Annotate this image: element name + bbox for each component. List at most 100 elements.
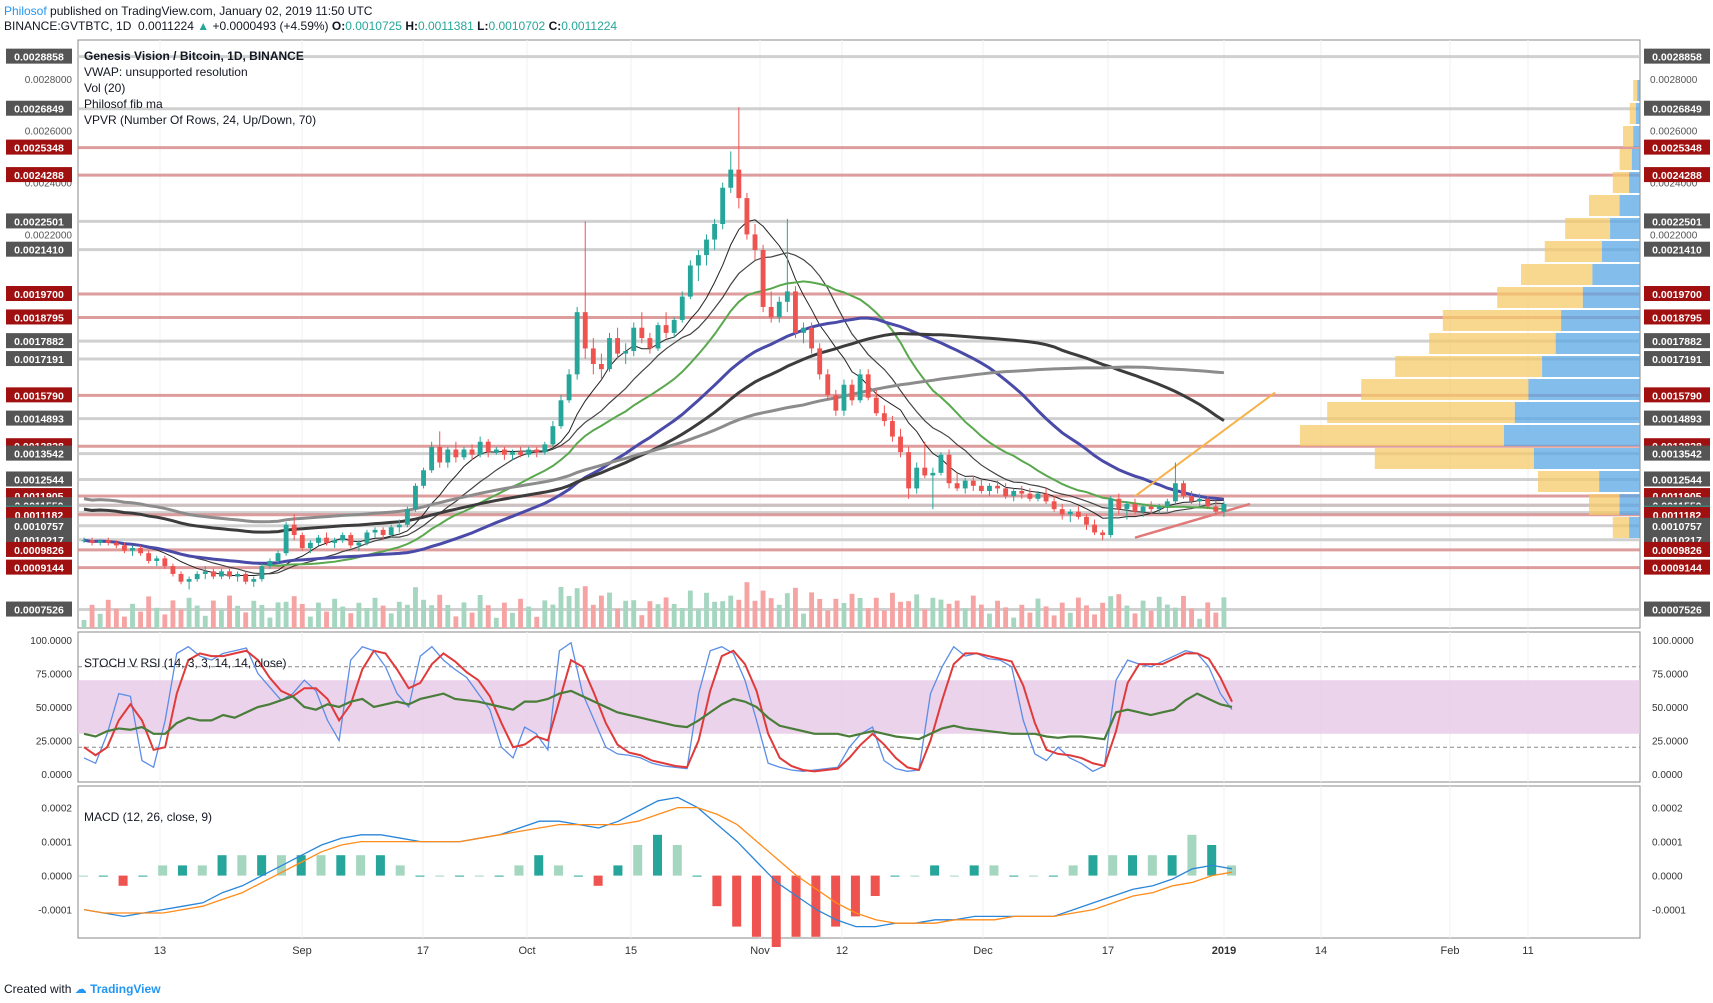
- candle-body: [259, 566, 265, 580]
- candle-body: [445, 449, 451, 463]
- candle-body: [962, 480, 968, 489]
- candle-body: [704, 239, 709, 256]
- volume-bar: [922, 609, 928, 628]
- ma-fast: [83, 219, 1224, 577]
- x-tick-label: 17: [1102, 945, 1114, 957]
- chart-canvas[interactable]: 13 Sep 17 Oct 15 Nov 12 Dec 17 2019 14 Feb 11 0.00280…: [0, 38, 1713, 978]
- volume-bar: [1148, 610, 1154, 628]
- y-tick-label-right: 0.0024000: [1650, 179, 1698, 190]
- volume-bar: [227, 595, 232, 628]
- volume-bar: [526, 606, 532, 628]
- volume-bar: [1011, 617, 1017, 628]
- volume-bar: [429, 605, 435, 628]
- volume-bar: [857, 598, 863, 628]
- volume-bar: [469, 612, 475, 628]
- profile-bar-down: [1629, 172, 1640, 193]
- y-tick-label: 0.0024000: [25, 179, 73, 190]
- trendline-lower: [1134, 502, 1251, 539]
- volume-bar: [663, 597, 669, 628]
- volume-bar: [105, 599, 111, 628]
- volume-bar: [299, 604, 305, 628]
- price-label-box: [6, 601, 72, 617]
- volume-bar: [1075, 597, 1081, 628]
- stoch-title: STOCH V RSI (14, 3, 3, 14, 14, close): [84, 656, 287, 670]
- volume-bar: [752, 600, 758, 628]
- candle-body: [1059, 509, 1065, 515]
- volume-bar: [776, 604, 782, 628]
- candle-body: [340, 535, 346, 541]
- publisher-link[interactable]: Philosof: [4, 4, 47, 18]
- candle-body: [695, 255, 701, 266]
- profile-bar-down: [1610, 218, 1640, 239]
- profile-bar-down: [1533, 448, 1640, 469]
- y-tick-label: 0.0028000: [25, 75, 73, 86]
- c-label: C:: [548, 19, 562, 33]
- x-tick-label: Sep: [292, 945, 312, 957]
- volume-bar: [1084, 605, 1089, 628]
- tradingview-brand[interactable]: TradingView: [90, 982, 161, 996]
- candle-body: [558, 400, 564, 427]
- volume-bar: [566, 596, 572, 628]
- candle-body: [1148, 506, 1154, 510]
- price-label: 0.0022501: [14, 216, 64, 228]
- price-label-right: 0.0021410: [1652, 245, 1702, 257]
- profile-bar-down: [1629, 517, 1640, 538]
- candle-body: [793, 291, 798, 333]
- volume-bar: [728, 595, 734, 628]
- candle-body: [1027, 493, 1033, 499]
- volume-bar: [388, 613, 394, 628]
- volume-bar: [186, 597, 192, 628]
- macd-histogram-bar: [791, 875, 801, 937]
- volume-bar: [695, 609, 701, 628]
- volume-bar: [485, 605, 491, 628]
- price-label-box: [6, 351, 72, 367]
- macd-histogram-bar: [1009, 875, 1019, 877]
- candle-body: [639, 327, 645, 339]
- macd-histogram-bar: [1167, 855, 1177, 876]
- price-label-box-right: [1644, 517, 1710, 533]
- volume-bar: [380, 605, 386, 628]
- price-label: 0.0017882: [14, 336, 64, 348]
- price-label-right: 0.0028858: [1652, 52, 1702, 64]
- volume-bar: [817, 599, 823, 628]
- candle-body: [1205, 498, 1211, 507]
- candle-body: [752, 234, 758, 250]
- profile-bar-down: [1635, 103, 1640, 124]
- macd-histogram-bar: [1147, 855, 1157, 876]
- volume-bar: [655, 604, 661, 628]
- moving-averages: [83, 219, 1276, 577]
- volume-bar: [154, 607, 160, 628]
- macd-histogram-bar: [336, 855, 346, 876]
- candle-body: [210, 571, 216, 577]
- legend-title: Genesis Vision / Bitcoin, 1D, BINANCE: [84, 49, 304, 63]
- candle-body: [607, 338, 612, 370]
- volume-bar: [372, 597, 378, 628]
- candle-body: [526, 449, 532, 455]
- price-label-right: 0.0026849: [1652, 104, 1702, 116]
- macd-histogram-bar: [514, 865, 524, 876]
- price-label: 0.0007526: [14, 605, 64, 617]
- price-label: 0.0021410: [14, 245, 64, 257]
- macd-histogram-bar: [771, 875, 781, 947]
- h-label: H:: [405, 19, 418, 33]
- macd-histogram-bar: [811, 875, 821, 937]
- candle-body: [186, 579, 192, 582]
- volume-bar: [1132, 613, 1138, 628]
- candle-body: [388, 527, 394, 536]
- profile-bar-up: [1589, 494, 1620, 515]
- macd-histogram-bar: [672, 845, 682, 876]
- candle-body: [219, 571, 224, 577]
- volume-bar: [493, 617, 499, 628]
- volume-bar: [865, 608, 871, 628]
- volume-bar: [178, 609, 184, 628]
- candle-body: [518, 452, 523, 455]
- o-value: 0.0010725: [345, 19, 402, 33]
- macd-histogram-bar: [316, 855, 326, 876]
- symbol: BINANCE:GVTBTC, 1D: [4, 19, 132, 33]
- stoch-tick: 25.0000: [36, 737, 73, 748]
- profile-bar-down: [1619, 494, 1640, 515]
- candle-body: [687, 265, 693, 297]
- price-label-box-right: [1644, 241, 1710, 257]
- volume-bar: [1205, 602, 1211, 628]
- profile-bar-up: [1629, 103, 1636, 124]
